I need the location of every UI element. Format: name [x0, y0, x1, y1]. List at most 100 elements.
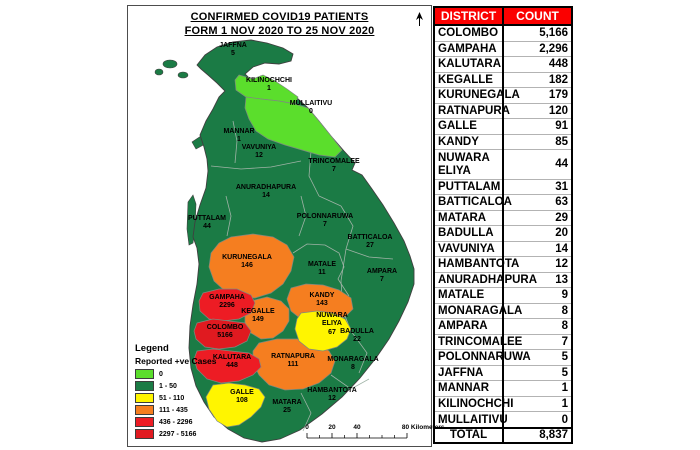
district-cell: HAMBANTOTA	[434, 256, 519, 273]
district-cell: JAFFNA	[434, 364, 503, 381]
count-cell: 14	[502, 240, 572, 257]
legend-swatch	[135, 429, 154, 439]
table-row: MATALE 9	[434, 287, 572, 304]
district-cell: RATNAPURA	[434, 102, 510, 119]
count-cell: 9	[502, 287, 572, 304]
scale-tick-label: 40	[353, 424, 361, 431]
table-row: PUTTALAM 31	[434, 178, 572, 195]
header-count: COUNT	[502, 6, 573, 26]
table-row: COLOMBO 5,166	[434, 24, 572, 42]
table-row: KANDY 85	[434, 133, 572, 150]
district-cell: MANNAR	[434, 380, 503, 397]
legend-item: 51 - 110	[135, 393, 217, 403]
legend-swatch	[135, 369, 154, 379]
table-row: JAFFNA 5	[434, 364, 572, 381]
legend-swatch	[135, 393, 154, 403]
map-title-line1: CONFIRMED COVID19 PATIENTS	[190, 11, 369, 23]
table-row: GALLE 91	[434, 118, 572, 135]
count-cell: 182	[502, 71, 572, 88]
table-row: KALUTARA 448	[434, 56, 572, 73]
district-cell: ANURADHAPURA	[434, 271, 537, 288]
table-row: GAMPAHA 2,296	[434, 40, 572, 57]
district-cell: KILINOCHCHI	[434, 395, 513, 412]
scale-tick-label: 0	[305, 424, 309, 431]
legend-label: 436 - 2296	[159, 418, 193, 426]
count-table-panel: DISTRICT COUNT COLOMBO 5,166 GAMPAHA 2,296 K…	[433, 6, 573, 444]
legend-label: 1 - 50	[159, 382, 177, 390]
count-cell: 20	[502, 225, 572, 242]
district-cell: MATALE	[434, 287, 503, 304]
table-row: BADULLA 20	[434, 225, 572, 242]
count-cell: 12	[502, 256, 572, 273]
sri-lanka-map	[154, 39, 415, 443]
count-cell: 120	[502, 102, 572, 119]
district-cell: AMPARA	[434, 318, 503, 335]
district-cell: MONARAGALA	[434, 302, 522, 319]
count-cell: 448	[502, 56, 572, 73]
legend-subtitle: Reported +ve Cases	[135, 356, 217, 366]
table-body: COLOMBO 5,166 GAMPAHA 2,296 KALUTARA 448 KEGAL…	[434, 24, 572, 429]
table-row: KILINOCHCHI 1	[434, 395, 572, 412]
count-cell: 13	[502, 271, 572, 288]
count-cell: 1	[502, 395, 572, 412]
table-row: MANNAR 1	[434, 380, 572, 397]
table-row: MATARA 29	[434, 209, 572, 226]
table-row: POLONNARUWA 5	[434, 349, 572, 366]
legend-swatch	[135, 417, 154, 427]
count-cell: 7	[502, 333, 572, 350]
district-overlays	[193, 74, 354, 428]
islet	[162, 59, 178, 69]
count-cell: 85	[502, 133, 572, 150]
district-cell: PUTTALAM	[434, 178, 503, 195]
table-row: MONARAGALA 8	[434, 302, 572, 319]
district-cell: KURUNEGALA	[434, 87, 520, 104]
legend-swatch	[135, 405, 154, 415]
district-cell: KEGALLE	[434, 71, 503, 88]
district-cell: TRINCOMALEE	[434, 333, 522, 350]
count-cell: 31	[502, 178, 572, 195]
district-cell: GAMPAHA	[434, 40, 503, 57]
table-row: KURUNEGALA 179	[434, 87, 572, 104]
count-cell: 179	[502, 87, 572, 104]
count-cell: 63	[502, 194, 572, 211]
map-panel: CONFIRMED COVID19 PATIENTS FORM 1 NOV 20…	[127, 5, 445, 447]
header-district: DISTRICT	[433, 6, 504, 26]
table-header-row: DISTRICT COUNT	[433, 6, 573, 26]
legend-items: 0 1 - 50 51 - 110 111 - 435 436 - 2296 2297 -…	[135, 369, 217, 439]
count-cell: 8	[502, 318, 572, 335]
district-cell: GALLE	[434, 118, 503, 135]
count-cell: 0	[502, 411, 572, 429]
table-row: BATTICALOA 63	[434, 194, 572, 211]
legend-item: 1 - 50	[135, 381, 217, 391]
legend-item: 111 - 435	[135, 405, 217, 415]
table-total-row: TOTAL 8,837	[434, 427, 572, 443]
count-cell: 91	[502, 118, 572, 135]
table-row: KEGALLE 182	[434, 71, 572, 88]
legend-title: Legend	[135, 343, 169, 354]
table-row: VAVUNIYA 14	[434, 240, 572, 257]
district-cell: MULLAITIVU	[434, 411, 508, 429]
map-title-line2: FORM 1 NOV 2020 TO 25 NOV 2020	[184, 25, 375, 38]
map-title: CONFIRMED COVID19 PATIENTS FORM 1 NOV 20…	[128, 10, 431, 39]
islet	[177, 71, 189, 79]
table-row: RATNAPURA 120	[434, 102, 572, 119]
north-arrow-icon	[414, 12, 425, 32]
legend-label: 111 - 435	[159, 406, 188, 414]
legend-item: 436 - 2296	[135, 417, 217, 427]
table-row: AMPARA 8	[434, 318, 572, 335]
legend-swatch	[135, 381, 154, 391]
scale-bar: 0 20 40 80 Kilometers	[305, 424, 445, 444]
count-cell: 5	[502, 364, 572, 381]
total-label: TOTAL	[434, 427, 503, 443]
district-cell: NUWARA ELIYA	[434, 149, 503, 180]
table-row: MULLAITIVU 0	[434, 411, 572, 429]
count-cell: 5,166	[502, 24, 572, 42]
scale-bar-ticks	[306, 433, 408, 439]
district-count-table: DISTRICT COUNT COLOMBO 5,166 GAMPAHA 2,296 K…	[433, 6, 573, 444]
district-boundaries	[210, 120, 394, 432]
scale-tick-label: 20	[328, 424, 336, 431]
district-cell: VAVUNIYA	[434, 240, 503, 257]
table-row: ANURADHAPURA 13	[434, 271, 572, 288]
legend-item: 0	[135, 369, 217, 379]
table-row: TRINCOMALEE 7	[434, 333, 572, 350]
